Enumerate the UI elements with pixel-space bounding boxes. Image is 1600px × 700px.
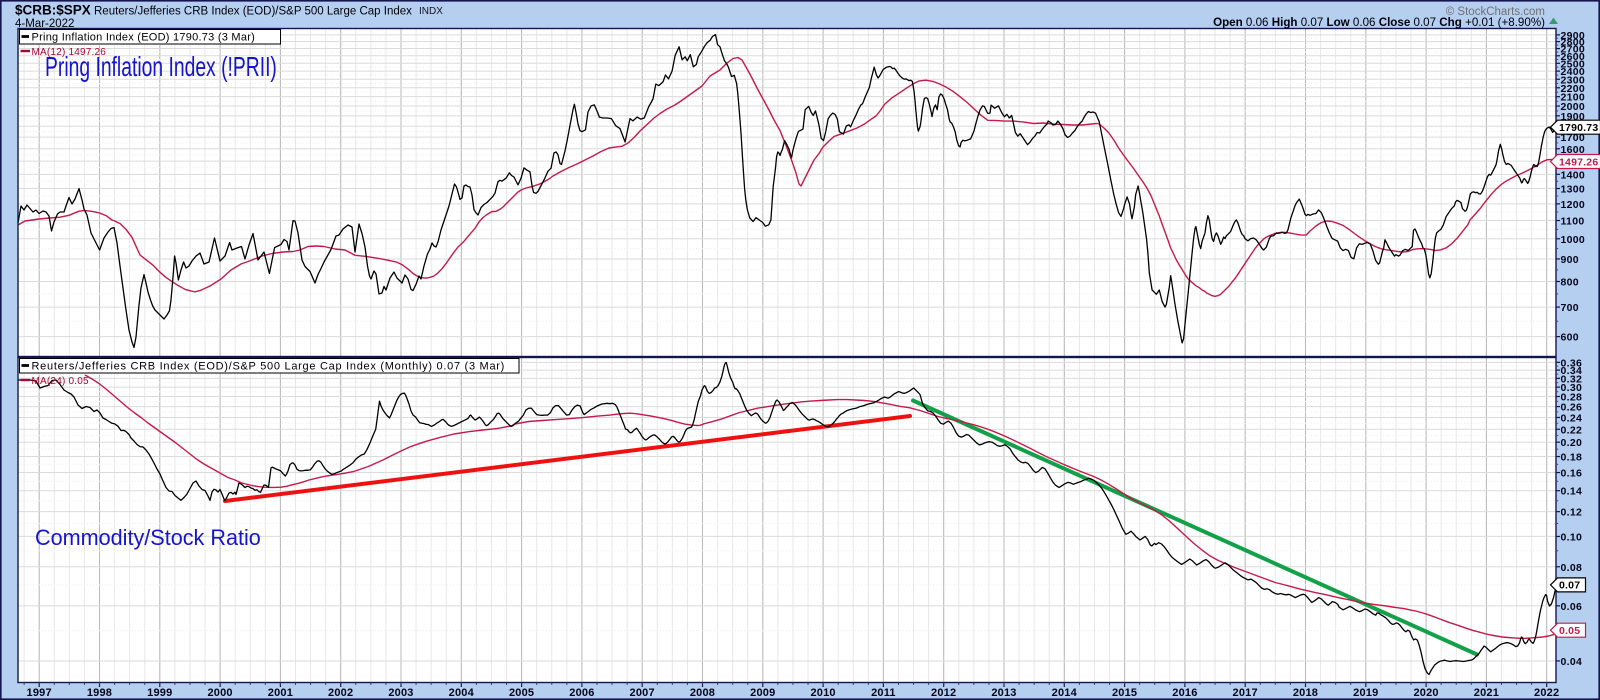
svg-text:2005: 2005 xyxy=(509,687,534,699)
svg-text:4-Mar-2022: 4-Mar-2022 xyxy=(15,18,74,30)
svg-text:0.22: 0.22 xyxy=(1561,424,1583,436)
svg-text:1600: 1600 xyxy=(1561,144,1586,156)
svg-text:2400: 2400 xyxy=(1561,66,1586,78)
svg-text:0.34: 0.34 xyxy=(1561,365,1583,377)
svg-text:1700: 1700 xyxy=(1561,132,1586,144)
svg-text:© StockCharts.com: © StockCharts.com xyxy=(1446,6,1545,18)
svg-text:1497.26: 1497.26 xyxy=(1559,156,1598,168)
svg-text:Reuters/Jefferies CRB Index (E: Reuters/Jefferies CRB Index (EOD)/S&P 50… xyxy=(94,6,412,18)
svg-text:2002: 2002 xyxy=(328,687,353,699)
svg-text:2019: 2019 xyxy=(1353,687,1378,699)
svg-text:2008: 2008 xyxy=(690,687,715,699)
svg-text:800: 800 xyxy=(1561,277,1579,289)
svg-text:0.10: 0.10 xyxy=(1561,531,1583,543)
svg-text:2006: 2006 xyxy=(569,687,594,699)
svg-text:INDX: INDX xyxy=(419,6,443,17)
svg-text:0.04: 0.04 xyxy=(1561,656,1583,668)
svg-text:2009: 2009 xyxy=(750,687,775,699)
svg-text:2014: 2014 xyxy=(1052,687,1078,699)
svg-text:2000: 2000 xyxy=(1561,101,1586,113)
svg-text:0.06: 0.06 xyxy=(1561,601,1583,613)
svg-text:0.07: 0.07 xyxy=(1559,580,1580,592)
svg-text:0.26: 0.26 xyxy=(1561,402,1583,414)
svg-text:0.05: 0.05 xyxy=(1559,625,1580,637)
svg-text:0.18: 0.18 xyxy=(1561,452,1583,464)
svg-text:2800: 2800 xyxy=(1561,37,1586,49)
svg-text:2016: 2016 xyxy=(1172,687,1197,699)
svg-text:0.08: 0.08 xyxy=(1561,562,1583,574)
svg-text:1999: 1999 xyxy=(147,687,172,699)
svg-text:1300: 1300 xyxy=(1561,184,1586,196)
svg-text:700: 700 xyxy=(1561,302,1579,314)
svg-text:2013: 2013 xyxy=(991,687,1016,699)
svg-text:900: 900 xyxy=(1561,254,1579,266)
svg-text:Pring Inflation Index (!PRII): Pring Inflation Index (!PRII) xyxy=(45,52,277,83)
svg-text:1200: 1200 xyxy=(1561,199,1586,211)
svg-text:0.30: 0.30 xyxy=(1561,382,1583,394)
svg-text:2900: 2900 xyxy=(1561,30,1586,42)
svg-text:Pring Inflation Index (EOD) 17: Pring Inflation Index (EOD) 1790.73 (3 M… xyxy=(32,32,256,44)
svg-text:2700: 2700 xyxy=(1561,44,1586,56)
svg-text:1400: 1400 xyxy=(1561,169,1586,181)
svg-text:$CRB:$SPX: $CRB:$SPX xyxy=(15,3,91,18)
svg-text:2010: 2010 xyxy=(810,687,835,699)
svg-text:2015: 2015 xyxy=(1112,687,1137,699)
svg-text:2011: 2011 xyxy=(871,687,896,699)
svg-text:Commodity/Stock Ratio: Commodity/Stock Ratio xyxy=(35,525,261,550)
svg-text:0.28: 0.28 xyxy=(1561,392,1583,404)
svg-text:2020: 2020 xyxy=(1413,687,1438,699)
svg-text:2021: 2021 xyxy=(1474,687,1499,699)
svg-text:2300: 2300 xyxy=(1561,74,1586,86)
svg-text:0.16: 0.16 xyxy=(1561,468,1583,480)
svg-text:MA(12) 1497.26: MA(12) 1497.26 xyxy=(32,47,107,58)
svg-text:2000: 2000 xyxy=(207,687,232,699)
svg-text:1100: 1100 xyxy=(1561,216,1585,228)
svg-text:Reuters/Jefferies CRB Index (E: Reuters/Jefferies CRB Index (EOD)/S&P 50… xyxy=(32,361,506,373)
svg-text:0.12: 0.12 xyxy=(1561,507,1583,519)
svg-text:2003: 2003 xyxy=(388,687,413,699)
svg-text:Open 0.06 High 0.07 Low 0.06 C: Open 0.06 High 0.07 Low 0.06 Close 0.07 … xyxy=(1213,16,1545,29)
svg-text:2018: 2018 xyxy=(1293,687,1318,699)
svg-text:600: 600 xyxy=(1561,332,1579,344)
svg-text:2012: 2012 xyxy=(931,687,956,699)
svg-text:0.20: 0.20 xyxy=(1561,437,1583,449)
svg-text:2022: 2022 xyxy=(1534,687,1559,699)
svg-text:1790.73: 1790.73 xyxy=(1559,122,1598,134)
svg-text:0.24: 0.24 xyxy=(1561,412,1583,424)
svg-text:2004: 2004 xyxy=(449,687,475,699)
svg-text:1000: 1000 xyxy=(1561,234,1586,246)
svg-text:2100: 2100 xyxy=(1561,92,1586,104)
svg-text:0.32: 0.32 xyxy=(1561,373,1583,385)
svg-text:0.36: 0.36 xyxy=(1561,357,1583,369)
svg-text:1998: 1998 xyxy=(87,687,112,699)
svg-text:1997: 1997 xyxy=(27,687,52,699)
svg-text:MA(24) 0.05: MA(24) 0.05 xyxy=(32,376,89,387)
svg-text:2001: 2001 xyxy=(268,687,293,699)
svg-text:2007: 2007 xyxy=(630,687,655,699)
svg-text:2600: 2600 xyxy=(1561,51,1586,63)
svg-text:2017: 2017 xyxy=(1233,687,1258,699)
svg-text:2500: 2500 xyxy=(1561,58,1586,70)
svg-text:2200: 2200 xyxy=(1561,83,1586,95)
svg-text:0.14: 0.14 xyxy=(1561,486,1583,498)
